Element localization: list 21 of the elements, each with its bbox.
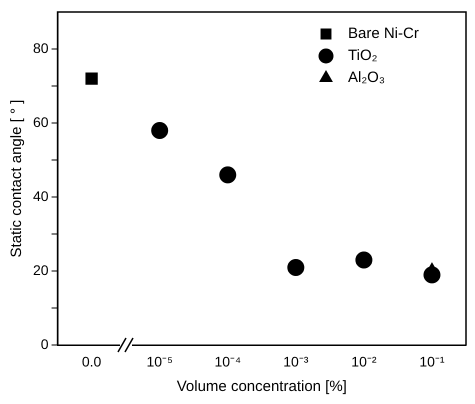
legend-label: Bare Ni-Cr [348, 25, 419, 42]
y-tick-label: 60 [32, 114, 49, 130]
point [219, 166, 236, 184]
y-tick-label: 40 [32, 188, 49, 204]
point [85, 72, 98, 85]
x-tick-label: 10⁻¹ [419, 353, 445, 370]
x-tick-label: 10⁻⁵ [146, 353, 173, 370]
y-tick-label: 80 [32, 40, 49, 56]
x-tick-label: 0.0 [82, 353, 102, 370]
y-tick-label: 20 [32, 262, 49, 278]
point [287, 258, 304, 276]
legend-label: TiO₂ [348, 47, 378, 64]
x-tick-label: 10⁻² [351, 353, 377, 370]
point [151, 122, 168, 139]
x-tick-label: 10⁻⁴ [214, 353, 242, 370]
x-axis-title: Volume concentration [%] [176, 378, 347, 396]
x-tick-label: 10⁻³ [283, 353, 309, 370]
y-tick-label: 0 [40, 336, 49, 352]
point [355, 252, 372, 269]
legend-label: Al₂O₃ [348, 69, 385, 86]
y-axis-title: Static contact angle [ ° ] [8, 100, 26, 258]
